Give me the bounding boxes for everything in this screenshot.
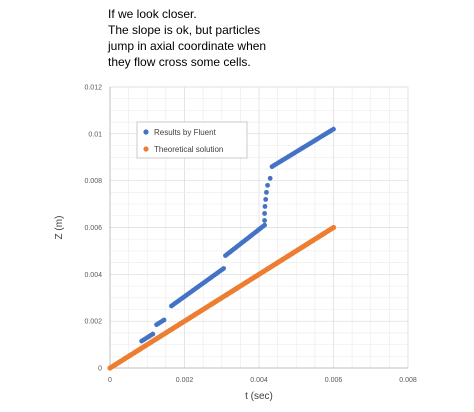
chart-legend: Results by Fluent Theoretical solution	[136, 121, 248, 159]
chart-axes	[109, 87, 408, 369]
y-tick-label: 0.006	[84, 225, 102, 232]
fluent-point	[161, 317, 167, 323]
tick-labels: 0 0.002 0.004 0.006 0.008 0 0.002 0.004 0.006 0.0…	[84, 85, 416, 385]
legend-marker-fluent	[143, 129, 149, 135]
fluent-point	[150, 331, 156, 337]
fluent-point	[264, 189, 269, 195]
fluent-point	[262, 204, 268, 209]
y-tick-label: 0.012	[84, 85, 102, 92]
fluent-point	[331, 126, 336, 132]
note-line-3: jump in axial coordinate when	[108, 39, 267, 53]
note-line-2: The slope is ok, but particles	[108, 23, 261, 37]
legend-label-theoretical: Theoretical solution	[154, 145, 223, 154]
fluent-point	[262, 218, 267, 223]
x-tick-label: 0.006	[325, 377, 343, 384]
y-tick-label: 0.01	[88, 131, 102, 138]
legend-box	[136, 121, 248, 159]
fluent-point	[262, 211, 267, 216]
y-tick-label: 0	[98, 366, 102, 373]
fluent-point	[221, 266, 227, 271]
x-axis-title: t (sec)	[245, 391, 273, 402]
x-tick-label: 0.004	[250, 377, 268, 384]
y-tick-label: 0.008	[84, 178, 102, 185]
annotation-note: If we look closer. The slope is ok, but …	[108, 6, 448, 70]
fluent-point	[267, 175, 273, 181]
plot-area	[107, 126, 337, 371]
x-tick-label: 0	[108, 377, 112, 384]
legend-label-fluent: Results by Fluent	[154, 128, 217, 137]
x-tick-label: 0.002	[176, 377, 194, 384]
y-tick-label: 0.002	[84, 319, 102, 326]
legend-marker-theoretical	[143, 146, 149, 152]
y-axis-title: Z (m)	[54, 216, 65, 240]
fluent-point	[262, 222, 267, 228]
theoretical-point	[330, 224, 337, 231]
x-tick-label: 0.008	[399, 377, 417, 384]
fluent-point	[265, 182, 270, 188]
note-line-4: they flow cross some cells.	[108, 55, 251, 69]
y-tick-label: 0.004	[84, 272, 102, 279]
note-line-1: If we look closer.	[108, 7, 197, 21]
fluent-point	[263, 197, 269, 202]
